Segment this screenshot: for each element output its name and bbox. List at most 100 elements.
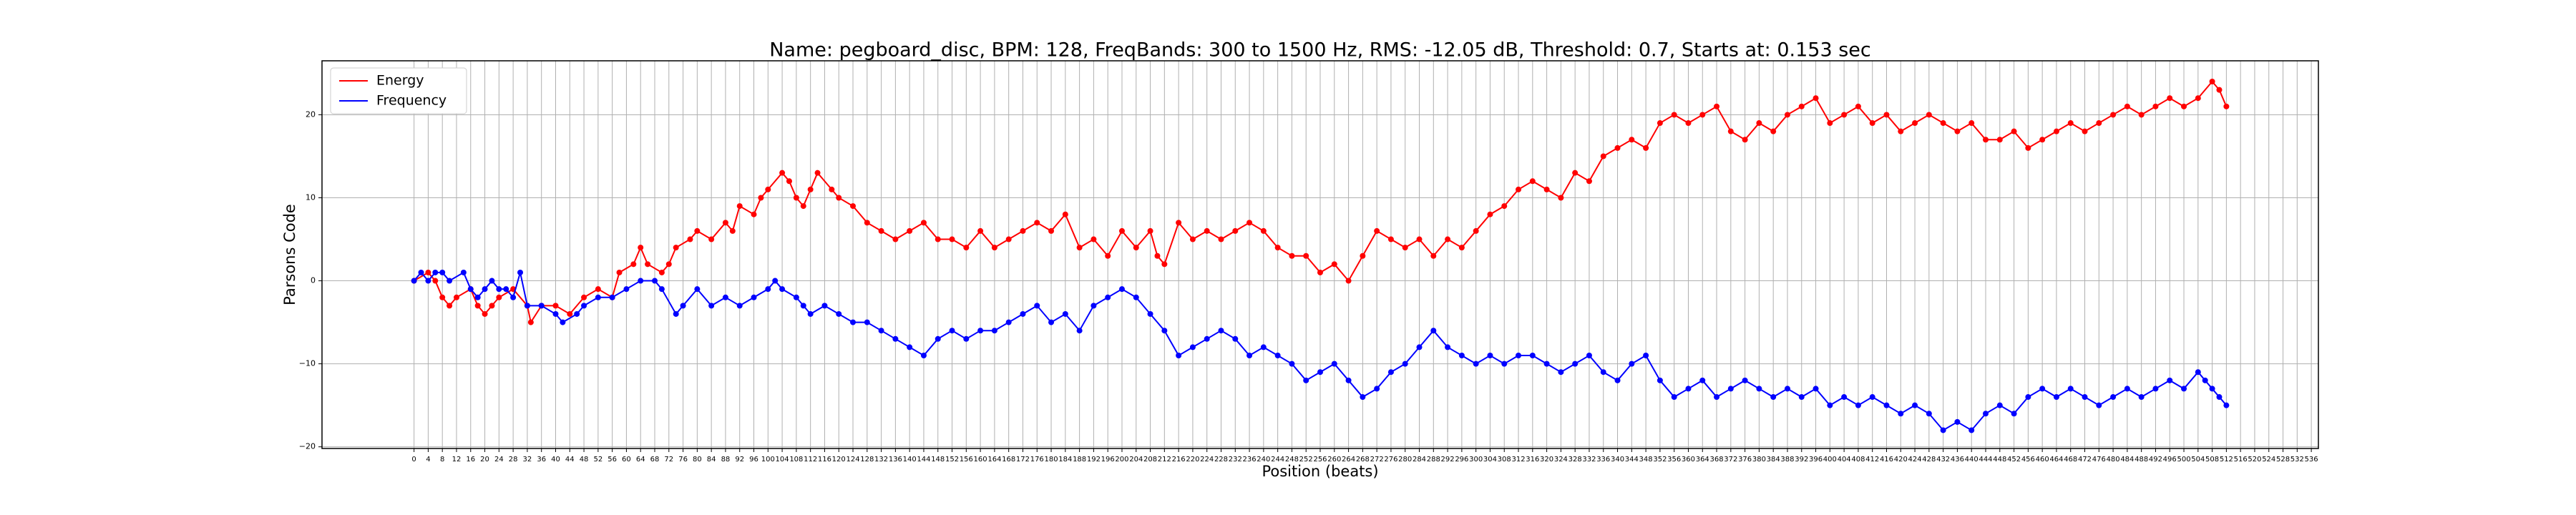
point [1005, 236, 1012, 242]
point [2181, 103, 2187, 109]
point [949, 328, 955, 334]
x-tick-label: 196 [1101, 456, 1115, 464]
x-tick-label: 400 [1823, 456, 1837, 464]
point [1543, 186, 1550, 192]
x-tick-label: 56 [608, 456, 617, 464]
x-tick-label: 492 [2149, 456, 2162, 464]
point [1671, 112, 1677, 118]
plot-frame [321, 60, 2319, 449]
x-tick-label: 408 [1851, 456, 1865, 464]
x-tick-label: 228 [1214, 456, 1228, 464]
point [1487, 211, 1493, 217]
x-tick-label: 12 [452, 456, 462, 464]
x-tick-label: 284 [1413, 456, 1426, 464]
point [1147, 227, 1153, 234]
point [439, 269, 446, 275]
point [1176, 353, 1182, 359]
point [1770, 394, 1777, 401]
x-tick-label: 256 [1313, 456, 1327, 464]
x-tick-label: 200 [1115, 456, 1128, 464]
x-tick-label: 140 [903, 456, 917, 464]
point [864, 220, 870, 226]
point [850, 319, 857, 325]
point [800, 303, 806, 309]
point [836, 195, 842, 201]
point [935, 236, 941, 242]
x-tick-label: 4 [426, 456, 430, 464]
point [1742, 377, 1748, 383]
point [658, 286, 665, 293]
x-tick-label: 300 [1469, 456, 1483, 464]
point [616, 269, 623, 275]
point [1387, 369, 1394, 376]
x-tick-label: 120 [832, 456, 846, 464]
point [1558, 369, 1564, 376]
point [1374, 227, 1380, 234]
point [722, 294, 728, 300]
point [814, 170, 821, 176]
point [1105, 294, 1111, 300]
x-tick-label: 164 [987, 456, 1001, 464]
point [447, 303, 453, 309]
point [892, 335, 899, 342]
point [2181, 386, 2187, 392]
x-tick-label: 332 [1582, 456, 1596, 464]
point [652, 278, 658, 284]
x-tick-label: 304 [1483, 456, 1497, 464]
x-tick-label: 240 [1257, 456, 1270, 464]
x-tick-label: 116 [818, 456, 831, 464]
point [1274, 353, 1281, 359]
point [1331, 261, 1337, 268]
point [432, 278, 439, 284]
point [1869, 394, 1875, 401]
point [1005, 319, 1012, 325]
point [708, 236, 715, 242]
x-tick-label: 464 [2049, 456, 2063, 464]
point [1076, 328, 1083, 334]
legend-label: Energy [376, 73, 424, 89]
point [1458, 353, 1465, 359]
x-tick-label: 136 [889, 456, 902, 464]
x-tick-label: 268 [1356, 456, 1370, 464]
point [751, 294, 757, 300]
point [1260, 344, 1267, 350]
point [1926, 411, 1932, 417]
point [1657, 120, 1663, 127]
point [1629, 360, 1635, 367]
x-tick-label: 368 [1709, 456, 1723, 464]
x-tick-label: 188 [1073, 456, 1086, 464]
point [2167, 377, 2173, 383]
point [864, 319, 870, 325]
point [1827, 402, 1833, 408]
point [1246, 353, 1253, 359]
x-tick-label: 128 [860, 456, 874, 464]
point [1161, 261, 1168, 268]
point [1374, 386, 1380, 392]
x-tick-label: 420 [1894, 456, 1908, 464]
point [1614, 144, 1621, 151]
x-tick-label: 100 [761, 456, 775, 464]
point [1714, 103, 1720, 109]
x-tick-label: 32 [523, 456, 532, 464]
x-tick-label: 260 [1327, 456, 1341, 464]
point [920, 220, 927, 226]
x-tick-label: 132 [874, 456, 888, 464]
point [1402, 360, 1408, 367]
x-tick-label: 356 [1667, 456, 1681, 464]
point [729, 227, 736, 234]
point [1841, 394, 1848, 401]
x-tick-label: 484 [2120, 456, 2134, 464]
point [920, 353, 927, 359]
x-tick-label: 92 [735, 456, 744, 464]
point [1784, 386, 1790, 392]
point [2167, 95, 2173, 102]
point [2096, 120, 2102, 127]
x-tick-label: 28 [509, 456, 518, 464]
point [1869, 120, 1875, 127]
point [1968, 120, 1975, 127]
point [1983, 411, 1989, 417]
x-tick-label: 180 [1044, 456, 1058, 464]
x-tick-label: 176 [1030, 456, 1044, 464]
x-tick-label: 264 [1342, 456, 1355, 464]
